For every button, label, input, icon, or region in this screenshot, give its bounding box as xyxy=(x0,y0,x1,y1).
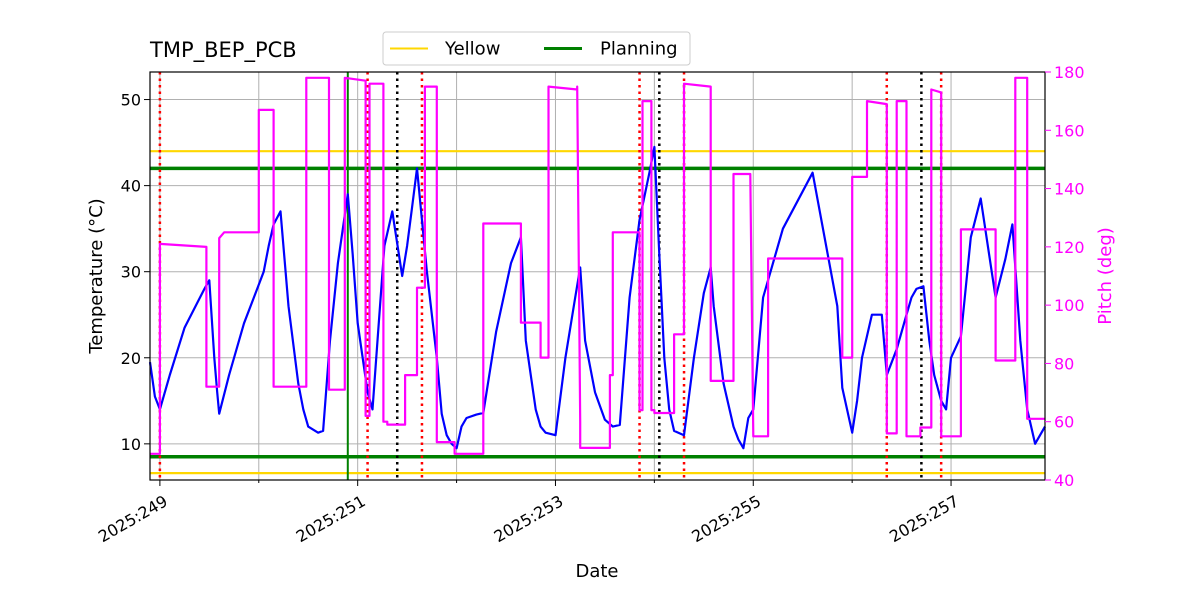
legend: Yellow Planning xyxy=(382,31,691,66)
limit-lines xyxy=(150,150,1045,475)
y-tick-label: 30 xyxy=(121,263,141,282)
x-tick-label: 2025:253 xyxy=(491,491,567,546)
y2-tick-label: 180 xyxy=(1054,63,1085,82)
y-tick-label: 40 xyxy=(121,177,141,196)
x-tick-label: 2025:251 xyxy=(293,491,369,546)
y2-tick-label: 60 xyxy=(1054,413,1074,432)
x-axis: 2025:249 2025:251 2025:253 2025:255 2025:257 xyxy=(95,480,962,546)
x-tick-label: 2025:257 xyxy=(886,491,962,546)
y2-tick-label: 100 xyxy=(1054,296,1085,315)
y-tick-label: 50 xyxy=(121,91,141,110)
x-tick-label: 2025:255 xyxy=(688,491,764,546)
plot-frame xyxy=(149,71,1046,481)
grid-lines xyxy=(150,72,1045,480)
y2-axis-title: Pitch (deg) xyxy=(1095,227,1116,325)
series-line-pitch xyxy=(150,76,1045,455)
chart-title: TMP_BEP_PCB xyxy=(149,38,297,63)
data-series xyxy=(148,76,1046,455)
x-tick-label: 2025:249 xyxy=(95,491,171,546)
y2-tick-label: 80 xyxy=(1054,354,1074,373)
y2-tick-label: 120 xyxy=(1054,238,1085,257)
y-axis-left: 10 20 30 40 50 xyxy=(121,91,150,454)
x-axis-title: Date xyxy=(575,561,618,582)
event-lines xyxy=(158,72,943,480)
y-axis-title: Temperature (°C) xyxy=(86,198,107,354)
y2-tick-label: 160 xyxy=(1054,121,1085,140)
legend-label-planning: Planning xyxy=(600,39,678,60)
series-line-tmp-bep-pcb xyxy=(148,145,1046,450)
y2-tick-label: 140 xyxy=(1054,180,1085,199)
legend-box xyxy=(382,31,691,66)
y2-tick-label: 40 xyxy=(1054,471,1074,490)
y-tick-label: 10 xyxy=(121,435,141,454)
y-tick-label: 20 xyxy=(121,349,141,368)
legend-label-yellow: Yellow xyxy=(444,39,500,60)
y-axis-right: 40 60 80 100 120 140 160 180 xyxy=(1045,63,1085,490)
